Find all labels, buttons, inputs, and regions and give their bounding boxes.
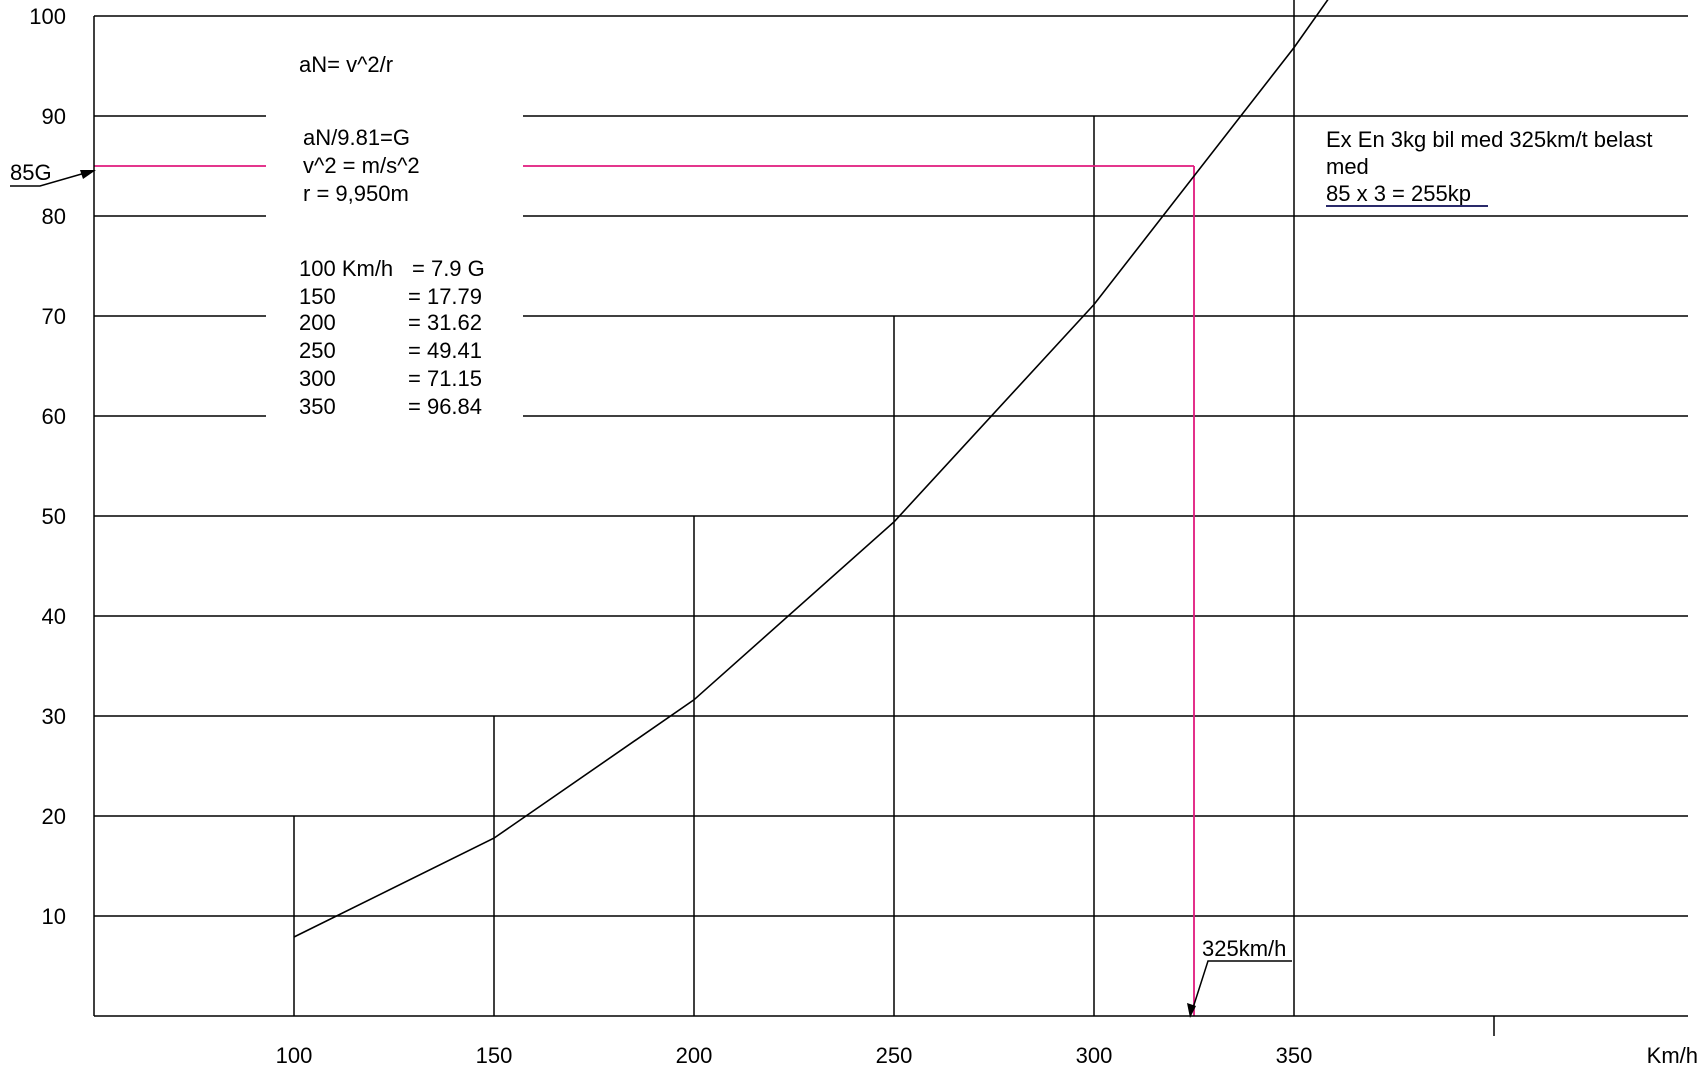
x-tick-label: 200 xyxy=(676,1043,713,1068)
x-tick-label: 250 xyxy=(876,1043,913,1068)
formula-v2: v^2 = m/s^2 xyxy=(303,153,420,178)
example-line-3: 85 x 3 = 255kp xyxy=(1326,181,1471,206)
x-tick-label: 300 xyxy=(1076,1043,1113,1068)
table-g: = 7.9 G xyxy=(412,256,485,281)
series-line xyxy=(293,0,1329,938)
series xyxy=(293,0,1329,938)
example-line-2: med xyxy=(1326,154,1369,179)
y-tick-label: 20 xyxy=(42,804,66,829)
table-speed: 200 xyxy=(299,310,336,335)
example-line-1: Ex En 3kg bil med 325km/t belast xyxy=(1326,127,1653,152)
table-g: = 31.62 xyxy=(408,310,482,335)
y-tick-label: 40 xyxy=(42,604,66,629)
table-g: = 71.15 xyxy=(408,366,482,391)
table-speed: 300 xyxy=(299,366,336,391)
y-tick-label: 100 xyxy=(29,4,66,29)
table-speed: 350 xyxy=(299,394,336,419)
grid-lines xyxy=(94,15,1688,917)
table-speed: 250 xyxy=(299,338,336,363)
y-tick-label: 30 xyxy=(42,704,66,729)
y-marker-leader xyxy=(10,170,93,187)
speed-g-table: 100 Km/h = 7.9 G 150 = 17.79 200 = 31.62… xyxy=(299,256,485,419)
y-tick-label: 70 xyxy=(42,304,66,329)
x-tick-label: 150 xyxy=(476,1043,513,1068)
formula-g: aN/9.81=G xyxy=(303,125,410,150)
y-tick-label: 50 xyxy=(42,504,66,529)
y-tick-label: 10 xyxy=(42,904,66,929)
y-tick-label: 80 xyxy=(42,204,66,229)
vertical-guides xyxy=(293,0,1295,1016)
x-tick-label: 100 xyxy=(276,1043,313,1068)
x-marker-arrowhead xyxy=(1187,1003,1196,1018)
x-marker-leader xyxy=(1191,960,1292,1012)
table-g: = 49.41 xyxy=(408,338,482,363)
x-axis-label: Km/h xyxy=(1647,1043,1698,1068)
table-g: = 17.79 xyxy=(408,284,482,309)
y-tick-label: 90 xyxy=(42,104,66,129)
x-marker-label: 325km/h xyxy=(1202,936,1286,961)
formula-an: aN= v^2/r xyxy=(299,52,393,77)
table-speed: 150 xyxy=(299,284,336,309)
table-speed: 100 Km/h xyxy=(299,256,393,281)
highlight-lines xyxy=(94,165,1195,1016)
y-marker-label: 85G xyxy=(10,160,52,185)
y-marker-arrowhead xyxy=(80,170,96,179)
formula-r: r = 9,950m xyxy=(303,181,409,206)
table-g: = 96.84 xyxy=(408,394,482,419)
y-tick-label: 60 xyxy=(42,404,66,429)
x-tick-label: 350 xyxy=(1276,1043,1313,1068)
axes xyxy=(93,16,1688,1036)
